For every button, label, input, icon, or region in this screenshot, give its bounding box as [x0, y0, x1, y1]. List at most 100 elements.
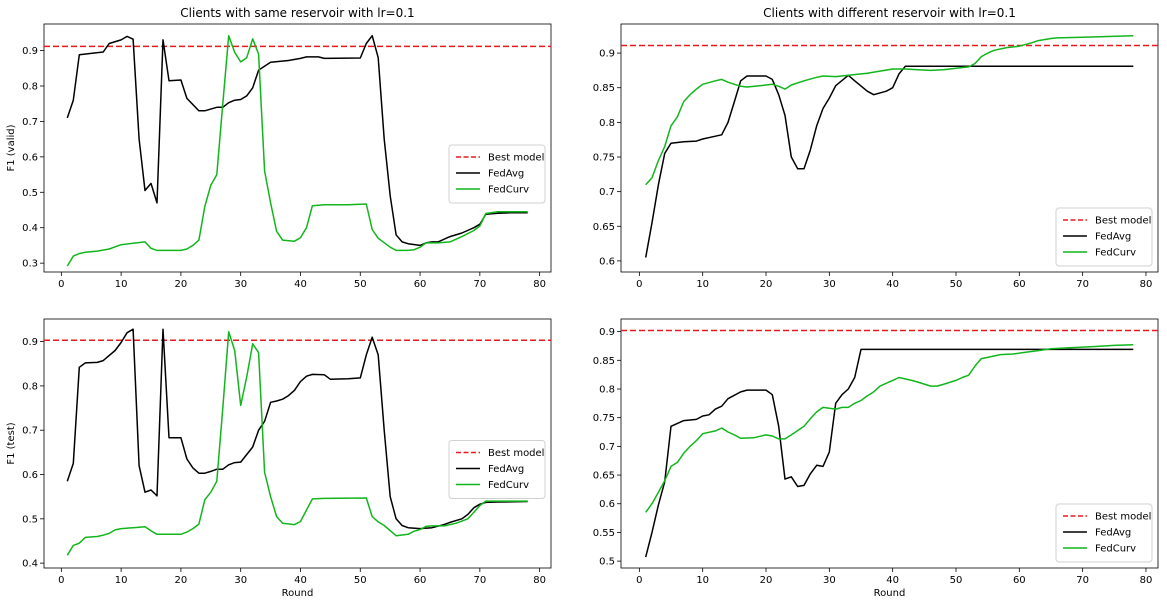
series-line-fedcurv — [645, 35, 1134, 186]
series-line-fedavg — [644, 348, 1134, 558]
x-tick-label: 60 — [414, 279, 427, 290]
legend: Best model FedAvg FedCurv — [448, 144, 546, 204]
y-tick-label: 0.8 — [599, 384, 615, 395]
series-line-fedcurv — [645, 344, 1134, 513]
chart-title: Clients with same reservoir with lr=0.1 — [180, 6, 414, 20]
plot-frame — [43, 23, 552, 273]
x-tick-label: 40 — [886, 279, 899, 290]
plot-frame — [620, 318, 1159, 569]
series-line-fedavg — [644, 65, 1134, 258]
y-tick-label: 0.55 — [593, 528, 615, 539]
x-tick-label: 20 — [760, 279, 773, 290]
y-tick-label: 0.5 — [22, 514, 38, 525]
y-tick-label: 0.4 — [22, 223, 38, 234]
y-tick-label: 0.6 — [22, 470, 38, 481]
y-tick-label: 0.75 — [593, 413, 615, 424]
y-tick-label: 0.6 — [599, 499, 615, 510]
x-tick-label: 50 — [950, 279, 963, 290]
y-tick-label: 0.85 — [593, 83, 615, 94]
chart-title: Clients with different reservoir with lr… — [763, 6, 1016, 20]
y-tick-label: 0.9 — [599, 49, 615, 60]
chart-panel-1: 0 10 20 30 40 50 60 70 80 0.3 0.4 0.5 0.6 0.7 0.8 0.9 Cl… — [6, 6, 552, 290]
legend-entry-label: Best model — [1095, 216, 1151, 227]
legend-entry-label: Best model — [488, 448, 544, 459]
y-tick-label: 0.9 — [599, 327, 615, 338]
x-tick-label: 0 — [58, 279, 64, 290]
y-tick-label: 0.8 — [22, 82, 38, 93]
x-tick-label: 20 — [175, 575, 188, 586]
series-line-fedcurv — [66, 34, 528, 267]
plot-frame — [43, 318, 552, 569]
plot-frame — [620, 23, 1159, 273]
x-tick-label: 60 — [414, 575, 427, 586]
x-tick-label: 50 — [354, 575, 367, 586]
y-tick-label: 0.65 — [593, 222, 615, 233]
y-tick-label: 0.6 — [599, 256, 615, 267]
y-tick-label: 0.7 — [599, 442, 615, 453]
x-tick-label: 0 — [636, 279, 642, 290]
chart-panel-4: 0 10 20 30 40 50 60 70 80 0.5 0.55 0.6 0.65 0.7 0.75 0.… — [593, 318, 1159, 599]
chart-panel-2: 0 10 20 30 40 50 60 70 80 0.6 0.65 0.7 0.75 0.8 0.85 0.… — [593, 6, 1159, 290]
legend-entry-label: Best model — [488, 153, 544, 164]
y-tick-label: 0.9 — [22, 46, 38, 57]
y-tick-label: 0.8 — [599, 118, 615, 129]
legend-entry-label: FedAvg — [1095, 232, 1131, 243]
x-axis-label: Round — [874, 588, 906, 599]
x-tick-label: 20 — [175, 279, 188, 290]
legend: Best model FedAvg FedCurv — [448, 440, 546, 499]
y-tick-label: 0.7 — [22, 426, 38, 437]
x-axis-label: Round — [282, 588, 314, 599]
x-tick-label: 60 — [1013, 575, 1026, 586]
legend-entry-label: FedCurv — [488, 480, 529, 491]
legend-entry-label: FedCurv — [488, 185, 529, 196]
x-tick-label: 50 — [354, 279, 367, 290]
x-tick-label: 70 — [1076, 575, 1089, 586]
y-tick-label: 0.85 — [593, 356, 615, 367]
legend-entry-label: FedAvg — [488, 169, 524, 180]
legend: Best model FedAvg FedCurv — [1055, 207, 1153, 267]
legend-entry-label: FedCurv — [1095, 544, 1136, 555]
y-tick-label: 0.7 — [599, 187, 615, 198]
x-tick-label: 80 — [1140, 575, 1153, 586]
legend: Best model FedAvg FedCurv — [1055, 503, 1153, 563]
x-tick-label: 30 — [823, 575, 836, 586]
series-line-fedcurv — [66, 331, 528, 556]
y-axis-label: F1 (test) — [6, 422, 17, 464]
x-tick-label: 50 — [950, 575, 963, 586]
chart-panel-3: 0 10 20 30 40 50 60 70 80 0.4 0.5 0.6 0.7 0.8 0.9 Round… — [6, 318, 552, 599]
x-tick-label: 80 — [533, 575, 546, 586]
series-line-fedavg — [66, 34, 528, 247]
y-tick-label: 0.7 — [22, 117, 38, 128]
x-tick-label: 10 — [696, 575, 709, 586]
x-tick-label: 80 — [533, 279, 546, 290]
x-tick-label: 70 — [473, 279, 486, 290]
x-tick-label: 20 — [760, 575, 773, 586]
x-tick-label: 10 — [115, 279, 128, 290]
y-tick-label: 0.9 — [22, 337, 38, 348]
y-axis-label: F1 (valid) — [6, 124, 17, 171]
legend-entry-label: FedCurv — [1095, 248, 1136, 259]
x-tick-label: 30 — [234, 279, 247, 290]
x-tick-label: 70 — [1076, 279, 1089, 290]
x-tick-label: 80 — [1140, 279, 1153, 290]
x-tick-label: 0 — [58, 575, 64, 586]
x-tick-label: 30 — [823, 279, 836, 290]
y-tick-label: 0.5 — [599, 557, 615, 568]
x-tick-label: 10 — [115, 575, 128, 586]
y-tick-label: 0.8 — [22, 381, 38, 392]
y-tick-label: 0.65 — [593, 471, 615, 482]
y-tick-label: 0.3 — [22, 259, 38, 270]
legend-entry-label: Best model — [1095, 512, 1151, 523]
y-tick-label: 0.75 — [593, 153, 615, 164]
x-tick-label: 30 — [234, 575, 247, 586]
x-tick-label: 40 — [294, 279, 307, 290]
x-tick-label: 40 — [294, 575, 307, 586]
y-tick-label: 0.4 — [22, 559, 38, 570]
x-tick-label: 0 — [636, 575, 642, 586]
x-tick-label: 70 — [473, 575, 486, 586]
legend-entry-label: FedAvg — [488, 464, 524, 475]
y-tick-label: 0.5 — [22, 188, 38, 199]
legend-entry-label: FedAvg — [1095, 528, 1131, 539]
series-line-fedavg — [66, 328, 528, 530]
